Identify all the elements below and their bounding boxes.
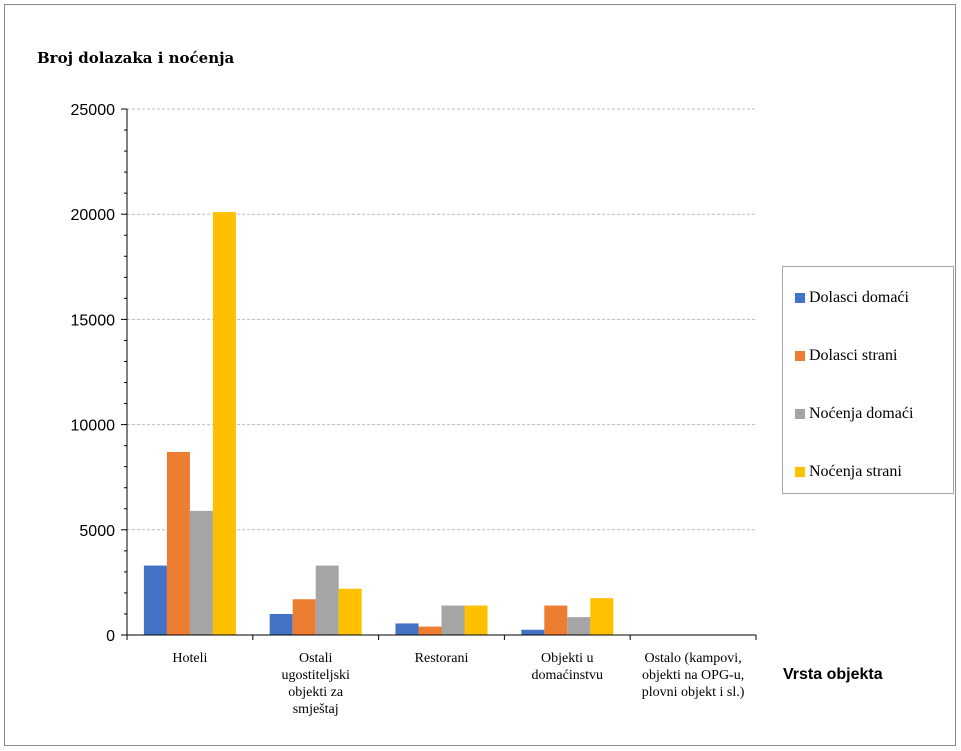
y-tick-label-4: 20000 <box>71 207 116 224</box>
legend-label-2: Noćenja domaći <box>809 405 914 422</box>
legend-label-1: Dolasci strani <box>809 347 898 364</box>
bars <box>143 212 614 635</box>
bar-2-2 <box>441 605 465 635</box>
bar-1-3 <box>338 588 362 635</box>
y-tick-labels: 0 5000 10000 15000 20000 25000 <box>71 102 116 645</box>
bar-0-3 <box>212 212 236 635</box>
bar-0-1 <box>166 451 190 635</box>
bar-3-1 <box>544 605 568 635</box>
legend: Dolasci domaći Dolasci strani Noćenja doma… <box>782 266 954 494</box>
y-tick-label-5: 25000 <box>71 102 116 119</box>
x-tick-label-4: Ostalo (kampovi, objekti na OPG-u, plovn… <box>641 651 745 700</box>
x-tick-label-2: Restorani <box>414 651 469 666</box>
legend-item-2: Noćenja domaći <box>795 404 913 424</box>
y-tick-label-0: 0 <box>106 628 115 645</box>
x-tick-label-1: Ostali ugostiteljski objekti za smještaj <box>281 651 350 717</box>
legend-label-3: Noćenja strani <box>809 463 902 480</box>
legend-swatch-0 <box>795 293 805 303</box>
legend-item-3: Noćenja strani <box>795 462 902 482</box>
bar-3-3 <box>590 598 614 635</box>
bar-2-0 <box>395 623 419 635</box>
bar-3-0 <box>521 629 545 635</box>
legend-swatch-1 <box>795 351 805 361</box>
y-tick-label-1: 5000 <box>79 523 115 540</box>
bar-0-0 <box>143 565 167 635</box>
legend-swatch-3 <box>795 467 805 477</box>
legend-item-1: Dolasci strani <box>795 346 897 366</box>
bar-2-3 <box>464 605 488 635</box>
legend-item-0: Dolasci domaći <box>795 288 909 308</box>
x-axis-title: Vrsta objekta <box>783 666 883 683</box>
y-axis-title: Broj dolazaka i noćenja <box>37 49 235 67</box>
legend-swatch-2 <box>795 409 805 419</box>
x-tick-label-0: Hoteli <box>172 651 208 666</box>
legend-label-0: Dolasci domaći <box>809 289 909 306</box>
y-tick-label-3: 15000 <box>71 312 116 329</box>
bar-0-2 <box>189 510 213 635</box>
bar-3-2 <box>567 617 591 635</box>
y-tick-label-2: 10000 <box>71 418 116 435</box>
bar-1-1 <box>292 599 316 635</box>
bar-1-0 <box>269 613 293 635</box>
x-tick-label-3: Objekti u domaćinstvu <box>531 651 604 683</box>
bar-1-2 <box>315 565 339 635</box>
bar-2-1 <box>418 626 442 635</box>
axes <box>121 108 757 640</box>
